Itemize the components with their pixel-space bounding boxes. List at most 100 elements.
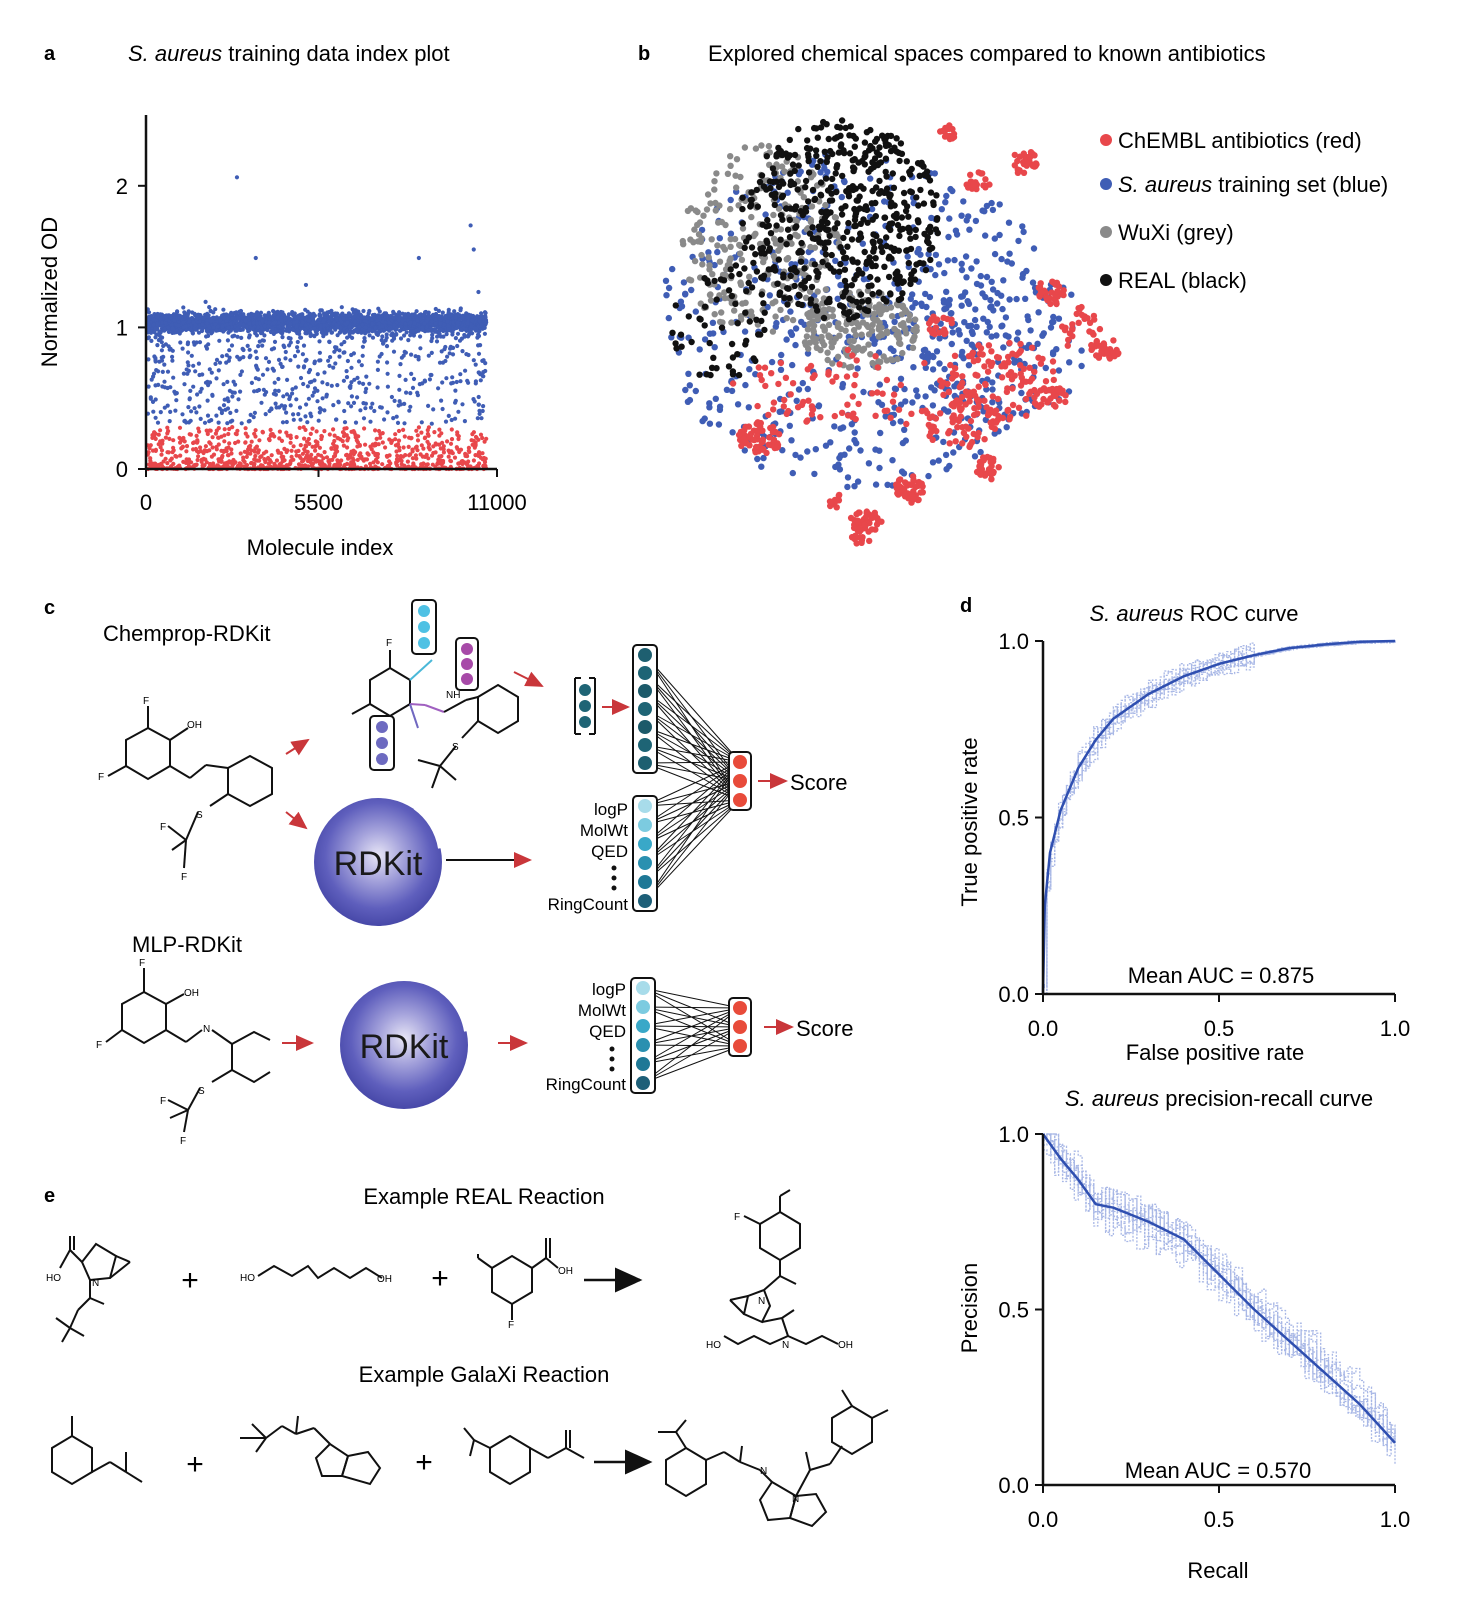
od-point	[222, 427, 227, 432]
od-point	[363, 401, 368, 406]
embedding-point	[994, 300, 1001, 307]
embedding-point	[989, 286, 997, 293]
od-point	[362, 426, 367, 431]
od-point	[446, 310, 451, 315]
embedding-point	[711, 186, 718, 193]
od-point	[460, 461, 465, 467]
od-point	[417, 312, 422, 318]
od-point	[313, 448, 318, 453]
od-point	[334, 444, 339, 449]
od-point	[361, 381, 366, 386]
od-point	[202, 420, 208, 425]
od-point	[248, 451, 253, 456]
od-point	[353, 311, 359, 316]
od-point	[318, 313, 323, 318]
od-point	[165, 369, 171, 374]
od-point	[402, 349, 407, 354]
embedding-point	[860, 276, 868, 283]
od-point	[460, 402, 465, 407]
embedding-point	[824, 168, 831, 176]
od-point	[301, 381, 306, 387]
od-point	[463, 368, 468, 373]
embedding-point	[946, 215, 953, 222]
od-point	[455, 430, 460, 435]
od-point	[359, 454, 364, 459]
embedding-point	[720, 243, 727, 251]
od-point	[411, 376, 417, 382]
embedding-point	[708, 236, 715, 243]
od-point	[397, 387, 402, 392]
od-point	[158, 439, 163, 444]
od-point	[360, 344, 365, 349]
od-point	[415, 318, 420, 323]
embedding-point	[878, 401, 886, 408]
od-point	[396, 438, 402, 443]
od-point	[431, 444, 436, 449]
od-point	[443, 419, 449, 424]
embedding-point	[971, 316, 979, 324]
od-point	[367, 308, 372, 314]
od-point	[155, 312, 160, 317]
od-point	[236, 439, 241, 444]
embedding-point	[1015, 237, 1022, 245]
od-point	[322, 408, 327, 413]
embedding-point	[752, 145, 760, 152]
embedding-point	[773, 319, 780, 327]
od-point	[231, 379, 236, 384]
embedding-point	[752, 230, 759, 237]
od-point	[213, 307, 218, 312]
od-point	[230, 334, 235, 339]
od-point	[387, 459, 392, 464]
od-point	[373, 428, 378, 433]
od-point	[204, 327, 210, 332]
od-point	[425, 431, 430, 437]
od-point	[375, 367, 380, 372]
od-point	[429, 421, 434, 426]
od-point	[423, 454, 428, 459]
od-point	[303, 331, 308, 336]
od-point	[287, 396, 292, 402]
embedding-point	[857, 447, 864, 454]
od-point	[226, 445, 231, 450]
od-point	[247, 321, 252, 326]
od-point	[479, 322, 484, 328]
od-point	[159, 348, 164, 353]
od-point	[438, 327, 443, 332]
embedding-point	[932, 251, 940, 259]
od-point	[448, 441, 454, 446]
od-point	[402, 434, 407, 439]
embedding-point	[705, 254, 712, 261]
od-point	[441, 444, 446, 449]
od-point	[236, 397, 241, 402]
od-point	[259, 400, 264, 405]
embedding-point	[1035, 309, 1042, 316]
od-point	[449, 437, 455, 442]
od-point	[151, 322, 156, 327]
panel-b-title: Explored chemical spaces compared to kno…	[708, 41, 1266, 66]
od-point	[436, 386, 441, 391]
od-point	[272, 380, 277, 385]
od-point	[159, 452, 164, 457]
od-point	[210, 392, 215, 397]
od-point	[326, 319, 331, 324]
embedding-point	[723, 386, 731, 393]
od-point	[450, 380, 456, 385]
od-point	[379, 351, 384, 357]
embedding-point	[1003, 424, 1010, 431]
od-point	[159, 358, 165, 363]
embedding-point	[1006, 296, 1013, 303]
od-point	[191, 320, 196, 325]
embedding-point	[983, 273, 991, 281]
od-point	[342, 420, 348, 425]
od-point	[191, 440, 196, 446]
od-point	[440, 380, 445, 385]
od-point	[342, 462, 347, 468]
panel-b-points	[662, 117, 1122, 547]
embedding-point	[789, 361, 796, 369]
embedding-point	[998, 255, 1005, 263]
od-point	[263, 458, 268, 463]
od-point	[433, 306, 438, 312]
embedding-point	[716, 318, 724, 326]
od-point	[205, 413, 211, 418]
